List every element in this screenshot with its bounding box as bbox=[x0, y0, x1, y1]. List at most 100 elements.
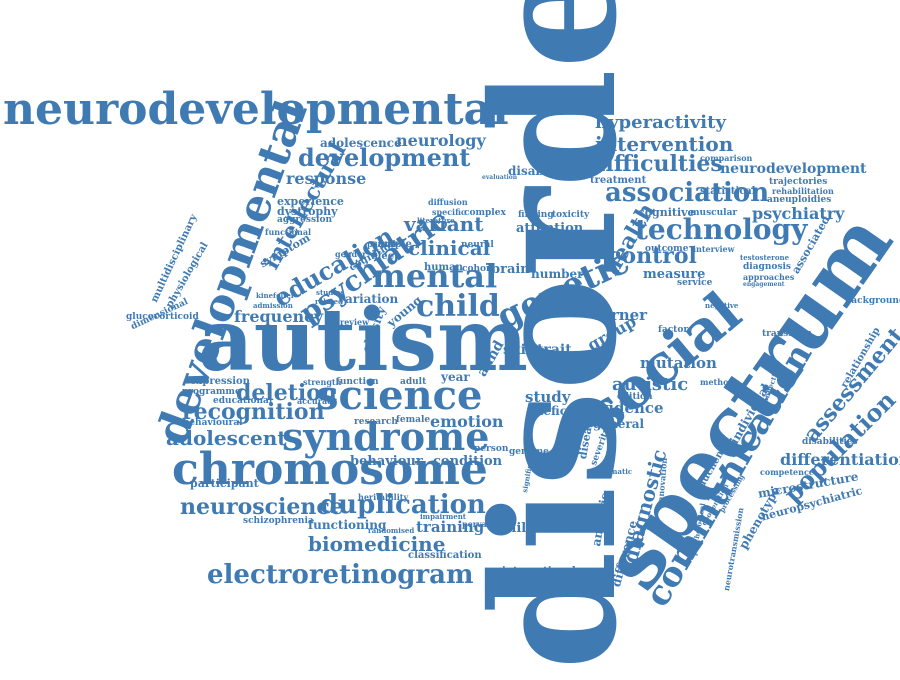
word-background: background bbox=[845, 296, 900, 306]
word-parent: parent bbox=[367, 239, 397, 249]
word-childhood: childhood bbox=[499, 521, 572, 536]
word-muscular: muscular bbox=[690, 208, 738, 218]
word-person: person bbox=[474, 444, 509, 454]
word-trait: trait bbox=[537, 342, 572, 358]
word-glucocorticoid: glucocorticoid bbox=[126, 312, 199, 322]
word-differentiation: differentiation bbox=[780, 450, 900, 469]
word-neurodevelopment: neurodevelopment bbox=[720, 161, 867, 177]
word-human: human bbox=[424, 262, 463, 273]
word-attention: attention bbox=[516, 221, 584, 236]
word-classification: classification bbox=[408, 550, 482, 561]
word-association: association bbox=[605, 178, 770, 208]
word-chromosome: chromosome bbox=[172, 444, 488, 495]
word-approaches: approaches bbox=[743, 272, 795, 282]
word-behavioural: behavioural bbox=[183, 418, 243, 428]
word-mental: mental bbox=[372, 257, 498, 295]
word-adolescence: adolescence bbox=[320, 136, 402, 150]
word-risk: risk bbox=[547, 304, 571, 317]
word-accuracy: accuracy bbox=[297, 396, 337, 406]
word-neural: neural bbox=[461, 240, 494, 250]
word-psychiatry: psychiatry bbox=[752, 204, 845, 223]
word-transition: transition bbox=[762, 329, 812, 339]
word-response: response bbox=[286, 169, 367, 188]
word-interview: interview bbox=[693, 244, 735, 254]
word-study: study bbox=[525, 388, 571, 406]
word-adult: adult bbox=[400, 377, 427, 387]
word-literature: literature bbox=[417, 216, 455, 225]
word-training: training bbox=[416, 518, 485, 536]
word-method: method bbox=[700, 377, 734, 387]
word-condition: condition bbox=[433, 454, 503, 469]
word-adolescent: adolescent bbox=[166, 426, 287, 450]
word-pervasive: pervasive bbox=[462, 519, 505, 529]
word-strength: strength bbox=[303, 377, 342, 387]
word-neurology: neurology bbox=[396, 131, 486, 150]
word-factor: factor bbox=[658, 325, 689, 335]
word-diagnosis: diagnosis bbox=[743, 262, 791, 272]
word-outcome: outcome bbox=[645, 244, 689, 254]
word-control: control bbox=[608, 243, 697, 269]
word-cohort: cohort bbox=[462, 264, 495, 274]
word-randomised: randomised bbox=[368, 526, 415, 535]
word-skill: skill bbox=[503, 342, 537, 358]
word-international: international bbox=[502, 566, 576, 577]
word-copy: copy bbox=[567, 357, 591, 367]
word-comparison: comparison bbox=[700, 153, 753, 163]
word-function: function bbox=[336, 377, 379, 387]
word-female: female bbox=[396, 415, 431, 425]
word-participant: participant bbox=[190, 477, 259, 490]
word-sample: sample bbox=[372, 239, 412, 250]
word-aneuploidies: aneuploidies bbox=[767, 195, 832, 205]
word-autistic: autistic bbox=[612, 374, 689, 395]
word-programme: programme bbox=[182, 387, 241, 397]
word-disabilities: disabilities bbox=[802, 437, 858, 447]
word-statistical: statistical bbox=[700, 186, 756, 197]
word-general: general bbox=[593, 417, 645, 431]
word-genome: genome bbox=[509, 447, 549, 457]
word-difficulties: difficulties bbox=[590, 151, 723, 177]
word-clinical: clinical bbox=[408, 236, 491, 260]
word-child: child bbox=[416, 289, 500, 324]
word-toxicity: toxicity bbox=[552, 210, 590, 220]
word-deletion: deletion bbox=[236, 380, 337, 406]
word-testosterone: testosterone bbox=[740, 253, 790, 262]
word-edition: edition bbox=[617, 392, 653, 402]
word-neurodevelopmental: neurodevelopmental bbox=[3, 84, 509, 135]
word-experience: experience bbox=[277, 195, 344, 208]
word-emotion: emotion bbox=[430, 412, 504, 431]
word-gender: gender bbox=[335, 249, 367, 259]
word-recognition: recognition bbox=[182, 399, 325, 425]
word-brain: brain bbox=[491, 262, 530, 277]
word-schizophrenia: schizophrenia bbox=[243, 516, 314, 526]
word-diffusion: diffusion bbox=[428, 197, 468, 207]
word-studies: studies bbox=[316, 288, 345, 297]
word-hyperactivity: hyperactivity bbox=[595, 112, 726, 133]
word-trajectories: trajectories bbox=[769, 177, 828, 187]
word-competence: competence bbox=[760, 467, 814, 477]
word-disability: disability bbox=[508, 164, 571, 178]
word-rehabilitation: rehabilitation bbox=[772, 186, 834, 196]
word-engagement: engagement bbox=[743, 281, 785, 288]
word-variant: variant bbox=[404, 212, 484, 236]
word-biomedicine: biomedicine bbox=[308, 532, 446, 556]
word-cognitive: cognitive bbox=[638, 206, 695, 219]
word-development: development bbox=[298, 143, 471, 172]
word-specific: specific bbox=[432, 207, 466, 217]
word-educational: educational bbox=[213, 396, 273, 406]
word-research: research bbox=[354, 417, 398, 427]
word-related: related bbox=[315, 297, 343, 306]
word-heritability: heritability bbox=[358, 492, 409, 502]
word-syndrome: syndrome bbox=[282, 414, 490, 459]
word-mutation: mutation bbox=[640, 354, 717, 372]
word-science: science bbox=[316, 372, 483, 419]
word-behaviour: behaviour bbox=[350, 454, 423, 469]
word-electroretinogram: electroretinogram bbox=[207, 560, 474, 590]
word-neuroscience: neuroscience bbox=[180, 494, 344, 520]
word-autism: autism bbox=[198, 290, 529, 391]
word-expression: expression bbox=[190, 376, 250, 387]
word-dystrophy: dystrophy bbox=[277, 205, 338, 218]
word-treatment: treatment bbox=[590, 175, 647, 186]
word-turner: turner bbox=[593, 306, 648, 324]
word-measure: measure bbox=[643, 267, 706, 282]
word-year: year bbox=[441, 370, 470, 384]
